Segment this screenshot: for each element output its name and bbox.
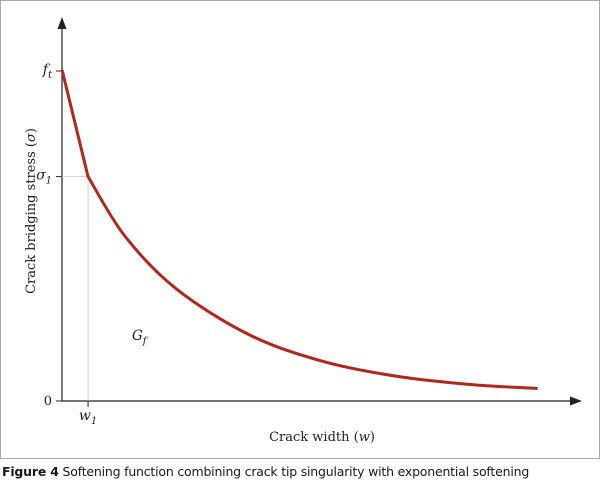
y-axis-title-close: ) bbox=[24, 128, 39, 133]
y-tick-label-sigma1-sub: 1 bbox=[46, 176, 52, 187]
x-tick-label-w1-base: w bbox=[79, 408, 91, 424]
y-axis-title-main: Crack bridging stress bbox=[24, 151, 39, 294]
area-label-gf-sub: f bbox=[142, 336, 149, 347]
y-tick-label-ft-sub: t bbox=[48, 70, 53, 81]
figure-frame: ft σ1 0 w1 Gf Crack width (w) Crack brid… bbox=[0, 0, 600, 459]
y-tick-label-ft-base: f bbox=[42, 62, 51, 78]
y-axis-title-open: ( bbox=[24, 142, 39, 151]
x-axis-title-close: ) bbox=[370, 430, 375, 445]
chart-svg: ft σ1 0 w1 Gf Crack width (w) Crack brid… bbox=[24, 17, 582, 445]
area-label-gf-base: G bbox=[132, 328, 143, 344]
caption-label: Figure 4 bbox=[2, 464, 59, 479]
x-tick-label-w1-sub: 1 bbox=[91, 416, 97, 427]
caption-text: Softening function combining crack tip s… bbox=[58, 464, 530, 479]
x-axis-title-main: Crack width bbox=[269, 430, 350, 445]
x-axis-title: Crack width (w) bbox=[269, 430, 375, 445]
figure-caption: Figure 4 Softening function combining cr… bbox=[2, 464, 600, 479]
y-axis-title-sym: σ bbox=[24, 132, 39, 142]
x-axis-arrow bbox=[570, 396, 582, 406]
y-tick-label-ft: ft bbox=[42, 62, 53, 81]
x-axis-title-sym: w bbox=[359, 430, 370, 445]
y-tick-label-sigma1: σ1 bbox=[36, 168, 52, 187]
area-label-gf: Gf bbox=[132, 328, 149, 347]
y-tick-label-zero: 0 bbox=[44, 394, 52, 409]
x-axis-title-open: ( bbox=[349, 430, 358, 445]
y-tick-label-sigma1-base: σ bbox=[36, 168, 46, 184]
softening-curve bbox=[60, 69, 538, 390]
y-axis-arrow bbox=[57, 17, 67, 29]
x-tick-label-w1: w1 bbox=[79, 408, 97, 427]
y-axis-title: Crack bridging stress (σ) bbox=[24, 128, 39, 294]
